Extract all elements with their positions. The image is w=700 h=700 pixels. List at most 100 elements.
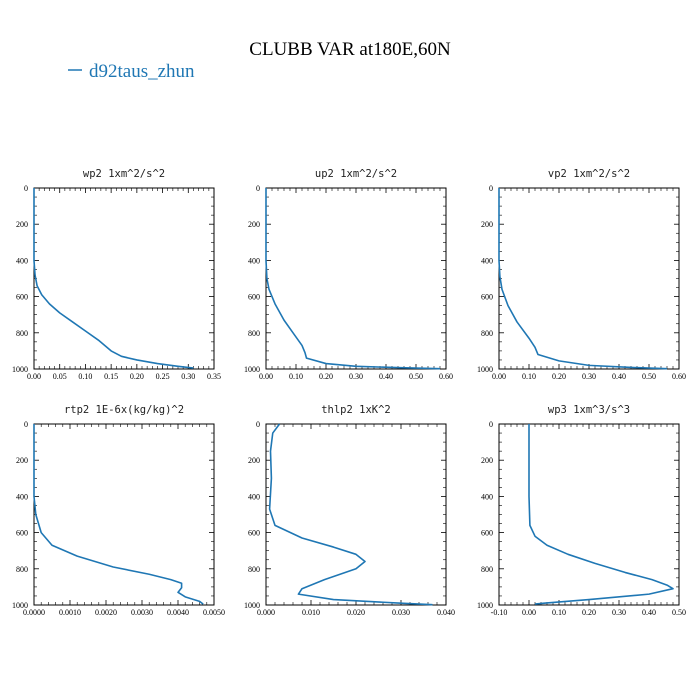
subplot-4: rtp2 1E-6x(kg/kg)^2 0.0000 0.0010 0.0020 0.0… [12, 404, 225, 617]
x-tick-label: 0.30 [349, 372, 363, 381]
y-tick-label: 600 [481, 293, 493, 302]
subplot-6: wp3 1xm^3/s^3 -0.10 0.00 0.10 0.20 0.30 0.40 0.… [477, 404, 686, 617]
legend-label: d92taus_zhun [89, 61, 195, 82]
x-tick-label: 0.020 [347, 608, 365, 617]
plot-frame [499, 188, 679, 369]
x-tick-label: 0.0040 [167, 608, 189, 617]
y-tick-label: 1000 [12, 601, 28, 610]
y-tick-label: 200 [248, 220, 260, 229]
subplot-title: thlp2 1xK^2 [321, 404, 391, 416]
x-tick-label: 0.0010 [59, 608, 81, 617]
x-tick-label: 0.30 [181, 372, 195, 381]
legend: d92taus_zhun [68, 61, 195, 82]
x-tick-label: 0.10 [552, 608, 566, 617]
y-tick-label: 0 [489, 184, 493, 193]
x-tick-label: 0.40 [379, 372, 393, 381]
x-tick-label: 0.010 [302, 608, 320, 617]
y-tick-label: 800 [16, 565, 28, 574]
y-tick-label: 600 [481, 529, 493, 538]
x-tick-label: 0.60 [439, 372, 453, 381]
x-tick-label: 0.40 [612, 372, 626, 381]
subplot-1: wp2 1xm^2/s^2 0.00 0.05 0.10 0.15 0.20 0.25 0.3… [12, 168, 221, 381]
x-tick-label: 0.00 [522, 608, 536, 617]
x-tick-label: 0.0020 [95, 608, 117, 617]
subplot-title: wp3 1xm^3/s^3 [548, 404, 630, 416]
x-tick-label: 0.10 [78, 372, 92, 381]
y-tick-label: 0 [256, 184, 260, 193]
x-tick-label: 0.00 [492, 372, 506, 381]
subplot-title: up2 1xm^2/s^2 [315, 168, 397, 180]
subplot-title: rtp2 1E-6x(kg/kg)^2 [64, 404, 184, 416]
y-tick-label: 600 [16, 529, 28, 538]
series-line [499, 188, 667, 369]
y-tick-label: 800 [16, 329, 28, 338]
y-tick-label: 200 [248, 456, 260, 465]
x-tick-label: 0.20 [130, 372, 144, 381]
y-tick-label: 1000 [477, 365, 493, 374]
x-tick-label: 0.40 [642, 608, 656, 617]
x-tick-label: 0.30 [582, 372, 596, 381]
x-tick-label: 0.00 [27, 372, 41, 381]
x-tick-label: 0.60 [672, 372, 686, 381]
subplot-title: wp2 1xm^2/s^2 [83, 168, 165, 180]
plot-frame [266, 424, 446, 605]
y-tick-label: 800 [481, 565, 493, 574]
y-tick-label: 0 [24, 420, 28, 429]
x-tick-label: 0.15 [104, 372, 118, 381]
y-tick-label: 600 [248, 293, 260, 302]
x-tick-label: 0.030 [392, 608, 410, 617]
x-tick-label: 0.0050 [203, 608, 225, 617]
x-tick-label: 0.00 [259, 372, 273, 381]
series-line [34, 188, 193, 368]
series-line [34, 424, 203, 604]
x-tick-label: -0.10 [491, 608, 508, 617]
y-tick-label: 0 [24, 184, 28, 193]
figure-title: CLUBB VAR at180E,60N [249, 39, 451, 60]
x-tick-label: 0.25 [156, 372, 170, 381]
y-tick-label: 800 [481, 329, 493, 338]
x-tick-label: 0.20 [319, 372, 333, 381]
x-tick-label: 0.10 [289, 372, 303, 381]
y-tick-label: 200 [16, 456, 28, 465]
x-tick-label: 0.35 [207, 372, 221, 381]
series-line [266, 188, 440, 369]
y-tick-label: 1000 [244, 365, 260, 374]
x-tick-label: 0.040 [437, 608, 455, 617]
subplot-3: vp2 1xm^2/s^2 0.00 0.10 0.20 0.30 0.40 0.50 0.6… [477, 168, 686, 381]
y-tick-label: 400 [16, 492, 28, 501]
x-tick-label: 0.10 [522, 372, 536, 381]
subplot-title: vp2 1xm^2/s^2 [548, 168, 630, 180]
plot-frame [499, 424, 679, 605]
y-tick-label: 800 [248, 329, 260, 338]
x-tick-label: 0.30 [612, 608, 626, 617]
x-tick-label: 0.50 [642, 372, 656, 381]
y-tick-label: 1000 [12, 365, 28, 374]
y-tick-label: 1000 [477, 601, 493, 610]
x-tick-label: 0.05 [53, 372, 67, 381]
subplot-2: up2 1xm^2/s^2 0.00 0.10 0.20 0.30 0.40 0.50 0.6… [244, 168, 453, 381]
y-tick-label: 1000 [244, 601, 260, 610]
y-tick-label: 400 [248, 256, 260, 265]
y-tick-label: 0 [256, 420, 260, 429]
y-tick-label: 800 [248, 565, 260, 574]
y-tick-label: 400 [481, 492, 493, 501]
y-tick-label: 0 [489, 420, 493, 429]
y-tick-label: 400 [481, 256, 493, 265]
x-tick-label: 0.0030 [131, 608, 153, 617]
plot-frame [34, 188, 214, 369]
x-tick-label: 0.20 [552, 372, 566, 381]
x-tick-label: 0.50 [672, 608, 686, 617]
y-tick-label: 400 [248, 492, 260, 501]
plot-frame [266, 188, 446, 369]
series-line [529, 424, 673, 604]
y-tick-label: 600 [248, 529, 260, 538]
y-tick-label: 600 [16, 293, 28, 302]
y-tick-label: 400 [16, 256, 28, 265]
y-tick-label: 200 [481, 220, 493, 229]
y-tick-label: 200 [16, 220, 28, 229]
x-tick-label: 0.20 [582, 608, 596, 617]
subplot-5: thlp2 1xK^2 0.000 0.010 0.020 0.030 0.040 0 200… [244, 404, 455, 617]
series-line [270, 424, 433, 605]
x-tick-label: 0.50 [409, 372, 423, 381]
